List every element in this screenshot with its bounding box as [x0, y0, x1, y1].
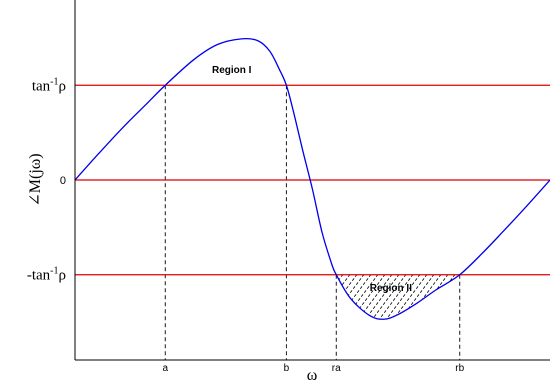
hatch-line: [336, 274, 337, 320]
hatch-line: [359, 274, 421, 320]
hatch-line: [465, 265, 525, 345]
hatch-line: [457, 274, 460, 320]
hatch-line: [336, 274, 351, 320]
hatch-line: [352, 274, 414, 320]
region-label: Region I: [212, 65, 252, 76]
hatch-line: [500, 265, 554, 345]
hatch-line: [486, 265, 546, 345]
hatch-line: [345, 274, 407, 320]
hatch-line: [479, 265, 539, 345]
hatch-line: [336, 274, 393, 320]
hatch-line: [507, 265, 554, 345]
hatch-line: [514, 265, 554, 345]
hatch-line: [336, 274, 365, 320]
region-label: Region II: [370, 283, 412, 294]
y-axis-title: ∠M(jω): [27, 153, 44, 206]
reference-lines: [75, 84, 550, 276]
hatch-line: [373, 274, 435, 320]
x-tick-label-rb: rb: [455, 363, 464, 374]
hatch-line: [338, 274, 400, 320]
hatch-line: [380, 274, 442, 320]
hatch-line: [472, 265, 532, 345]
hatch-line: [493, 265, 553, 345]
x-axis-title: ω: [307, 367, 318, 384]
hatch-line: [366, 274, 428, 320]
x-tick-label-ra: ra: [332, 363, 341, 374]
hatch-line: [450, 274, 460, 320]
vertical-guides: [164, 85, 461, 360]
x-tick-labels: a b ra rb: [162, 363, 464, 374]
hatch-line: [336, 274, 344, 320]
region-labels: Region I Region II: [212, 65, 412, 294]
y-tick-label: 0: [60, 175, 66, 187]
y-tick-labels: tan-1ρ 0 -tan-1ρ: [27, 76, 66, 283]
y-tick-label: -tan-1ρ: [27, 266, 66, 284]
x-tick-label-b: b: [284, 363, 290, 374]
y-tick-label: tan-1ρ: [32, 76, 66, 94]
series-curve: [75, 37, 550, 320]
hatch-line: [336, 274, 358, 320]
x-tick-label-a: a: [162, 363, 168, 374]
